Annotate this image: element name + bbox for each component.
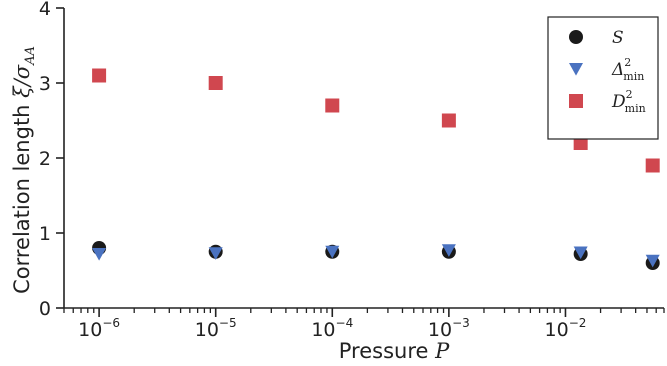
y-tick-label: 3 xyxy=(39,73,51,95)
data-point-triangle-down xyxy=(645,254,660,268)
legend-label: D2 min xyxy=(611,88,646,115)
axes: 0 1 2 3 4 10−6 10−5 10−4 10−3 10−2 Pressure P Corre… xyxy=(10,0,665,363)
data-point-square xyxy=(92,68,107,83)
series-1 xyxy=(92,241,660,270)
y-axis-title: Correlation length ξ/σAA xyxy=(10,46,38,294)
data-point-triangle-down xyxy=(208,247,223,260)
x-axis-title: Pressure P xyxy=(339,339,450,363)
data-point-square xyxy=(441,113,456,128)
x-tick-label: 10−5 xyxy=(195,316,237,341)
legend-marker-square xyxy=(569,94,583,108)
legend-marker-triangle-down xyxy=(569,63,583,76)
x-tick-label: 10−2 xyxy=(545,316,587,341)
x-tick-label: 10−6 xyxy=(78,316,120,341)
data-point-triangle-down xyxy=(441,244,456,257)
data-point-triangle-down xyxy=(92,248,107,261)
legend-label: S xyxy=(612,28,624,48)
legend-marker-circle xyxy=(569,30,583,44)
data-point-square xyxy=(208,76,223,90)
data-point-triangle-down xyxy=(573,246,588,260)
series-2 xyxy=(92,244,660,268)
data-point-square xyxy=(325,98,340,113)
x-tick-label: 10−4 xyxy=(311,316,353,341)
y-tick-label: 2 xyxy=(39,148,51,170)
legend-label: Δ2 min xyxy=(611,56,644,83)
y-tick-label: 4 xyxy=(39,0,51,20)
y-tick-label: 1 xyxy=(39,223,51,245)
data-point-square xyxy=(645,158,660,173)
legend-box xyxy=(547,16,659,140)
data-point-triangle-down xyxy=(325,245,340,259)
legend: S Δ2 min D2 min xyxy=(547,16,659,140)
x-tick-label: 10−3 xyxy=(428,316,470,341)
y-tick-label: 0 xyxy=(39,298,51,320)
plot-area xyxy=(92,68,660,270)
